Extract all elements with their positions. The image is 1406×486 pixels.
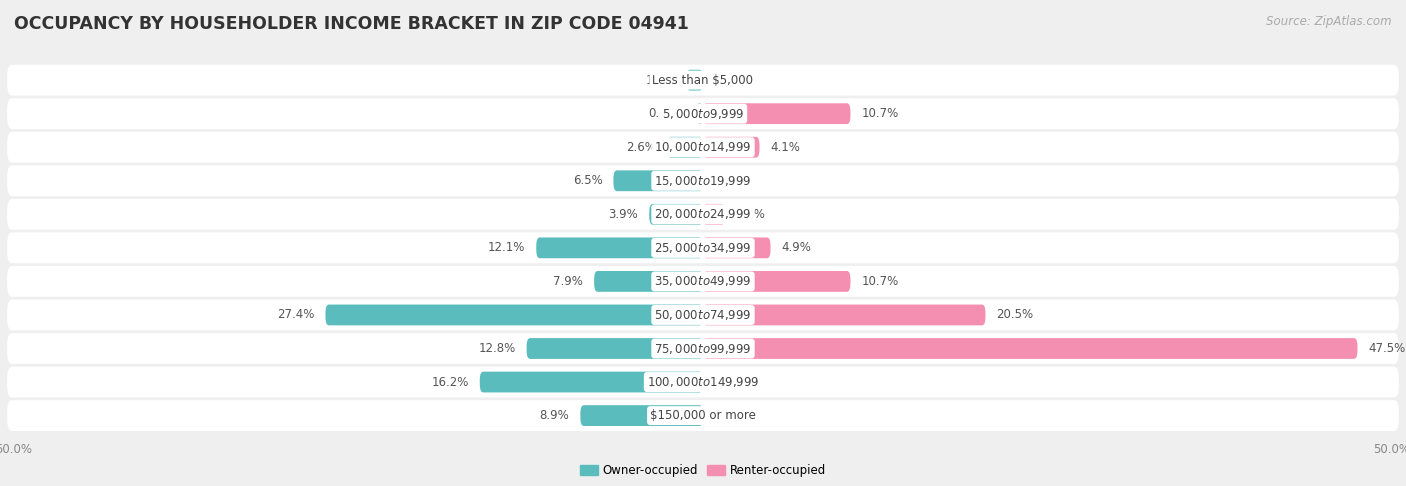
Text: $20,000 to $24,999: $20,000 to $24,999	[654, 208, 752, 221]
Text: 0.0%: 0.0%	[714, 73, 744, 87]
Text: 4.1%: 4.1%	[770, 141, 800, 154]
Text: 4.9%: 4.9%	[782, 242, 811, 254]
FancyBboxPatch shape	[703, 204, 725, 225]
FancyBboxPatch shape	[7, 299, 1399, 330]
FancyBboxPatch shape	[7, 199, 1399, 230]
Text: 10.7%: 10.7%	[862, 107, 898, 120]
Text: Less than $5,000: Less than $5,000	[652, 73, 754, 87]
Text: 0.0%: 0.0%	[714, 174, 744, 187]
FancyBboxPatch shape	[703, 338, 1358, 359]
Text: Source: ZipAtlas.com: Source: ZipAtlas.com	[1267, 15, 1392, 28]
FancyBboxPatch shape	[536, 238, 703, 258]
Text: 2.6%: 2.6%	[626, 141, 657, 154]
Text: $100,000 to $149,999: $100,000 to $149,999	[647, 375, 759, 389]
FancyBboxPatch shape	[703, 103, 851, 124]
FancyBboxPatch shape	[595, 271, 703, 292]
Text: 7.9%: 7.9%	[553, 275, 583, 288]
FancyBboxPatch shape	[7, 232, 1399, 263]
Text: 10.7%: 10.7%	[862, 275, 898, 288]
FancyBboxPatch shape	[7, 333, 1399, 364]
FancyBboxPatch shape	[7, 132, 1399, 163]
Text: 8.9%: 8.9%	[540, 409, 569, 422]
FancyBboxPatch shape	[7, 366, 1399, 398]
FancyBboxPatch shape	[703, 238, 770, 258]
FancyBboxPatch shape	[479, 372, 703, 393]
Text: 1.2%: 1.2%	[645, 73, 675, 87]
Text: $50,000 to $74,999: $50,000 to $74,999	[654, 308, 752, 322]
FancyBboxPatch shape	[581, 405, 703, 426]
FancyBboxPatch shape	[7, 98, 1399, 129]
Text: $5,000 to $9,999: $5,000 to $9,999	[662, 106, 744, 121]
Text: 12.8%: 12.8%	[478, 342, 516, 355]
Text: $150,000 or more: $150,000 or more	[650, 409, 756, 422]
FancyBboxPatch shape	[7, 65, 1399, 96]
Text: OCCUPANCY BY HOUSEHOLDER INCOME BRACKET IN ZIP CODE 04941: OCCUPANCY BY HOUSEHOLDER INCOME BRACKET …	[14, 15, 689, 33]
FancyBboxPatch shape	[686, 69, 703, 90]
Text: $15,000 to $19,999: $15,000 to $19,999	[654, 174, 752, 188]
FancyBboxPatch shape	[696, 103, 703, 124]
FancyBboxPatch shape	[668, 137, 703, 157]
FancyBboxPatch shape	[527, 338, 703, 359]
FancyBboxPatch shape	[703, 137, 759, 157]
Text: 16.2%: 16.2%	[432, 376, 468, 388]
Text: 0.0%: 0.0%	[714, 409, 744, 422]
Text: $25,000 to $34,999: $25,000 to $34,999	[654, 241, 752, 255]
Text: $35,000 to $49,999: $35,000 to $49,999	[654, 275, 752, 288]
FancyBboxPatch shape	[7, 165, 1399, 196]
Text: $75,000 to $99,999: $75,000 to $99,999	[654, 342, 752, 355]
Text: 0.0%: 0.0%	[714, 376, 744, 388]
Text: 3.9%: 3.9%	[609, 208, 638, 221]
FancyBboxPatch shape	[650, 204, 703, 225]
FancyBboxPatch shape	[7, 266, 1399, 297]
Text: 6.5%: 6.5%	[572, 174, 602, 187]
Text: 0.51%: 0.51%	[648, 107, 685, 120]
Text: 27.4%: 27.4%	[277, 309, 315, 321]
Legend: Owner-occupied, Renter-occupied: Owner-occupied, Renter-occupied	[579, 464, 827, 477]
Text: 20.5%: 20.5%	[997, 309, 1033, 321]
Text: 1.6%: 1.6%	[737, 208, 766, 221]
FancyBboxPatch shape	[703, 305, 986, 325]
Text: 47.5%: 47.5%	[1368, 342, 1406, 355]
FancyBboxPatch shape	[325, 305, 703, 325]
Text: 12.1%: 12.1%	[488, 242, 526, 254]
FancyBboxPatch shape	[7, 400, 1399, 431]
Text: $10,000 to $14,999: $10,000 to $14,999	[654, 140, 752, 154]
FancyBboxPatch shape	[613, 171, 703, 191]
FancyBboxPatch shape	[703, 271, 851, 292]
